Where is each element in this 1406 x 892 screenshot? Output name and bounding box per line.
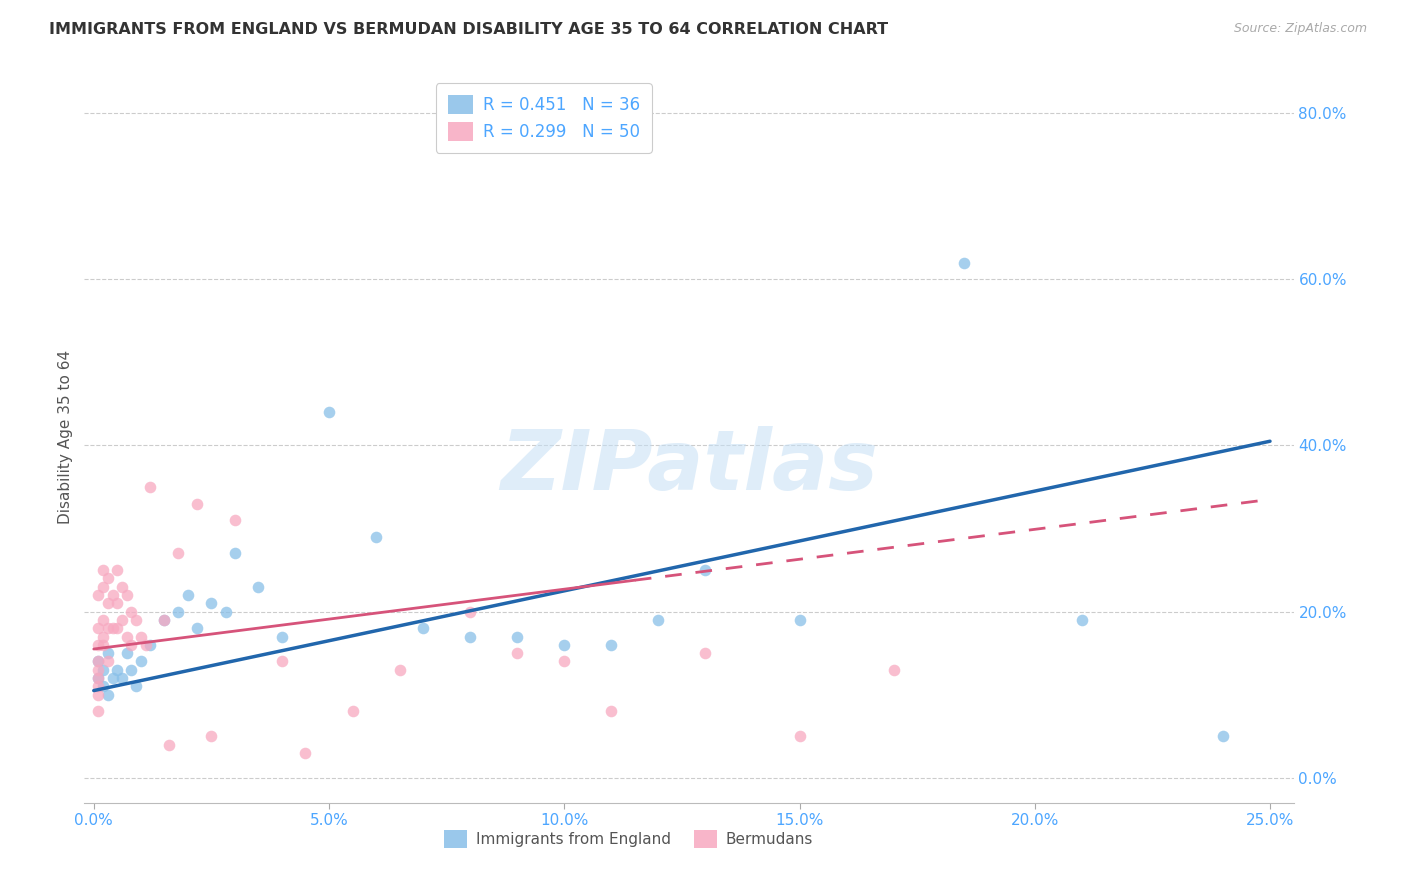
Point [97,571,120,585]
Point [186,497,208,511]
Point [87,663,110,677]
Point [125,613,148,627]
Point [506,646,529,660]
Point [105,663,128,677]
Point [247,580,270,594]
Point [271,655,294,669]
Text: ZIPatlas: ZIPatlas [501,425,877,507]
Point [167,605,190,619]
Point [224,546,246,560]
Point [139,638,162,652]
Point [153,613,176,627]
Point [105,621,128,635]
Point [695,563,717,577]
Point [200,729,222,743]
Point [120,638,142,652]
Point [294,746,316,760]
Point [97,596,120,610]
Point [101,621,124,635]
Point [91,580,114,594]
Point [87,655,110,669]
Point [506,630,529,644]
Point [412,621,434,635]
Point [342,705,364,719]
Point [695,646,717,660]
Point [87,621,110,635]
Point [120,605,142,619]
Point [1212,729,1234,743]
Point [135,638,157,652]
Point [364,530,387,544]
Point [200,596,222,610]
Point [111,671,134,685]
Point [91,638,114,652]
Point [115,588,138,602]
Point [1070,613,1092,627]
Point [87,688,110,702]
Point [125,680,148,694]
Point [177,588,200,602]
Legend: Immigrants from England, Bermudans: Immigrants from England, Bermudans [437,824,820,854]
Point [101,671,124,685]
Point [553,638,575,652]
Point [153,613,176,627]
Point [647,613,669,627]
Point [87,671,110,685]
Point [139,480,162,494]
Point [91,680,114,694]
Point [97,655,120,669]
Point [214,605,236,619]
Point [91,663,114,677]
Point [129,655,152,669]
Text: Source: ZipAtlas.com: Source: ZipAtlas.com [1233,22,1367,36]
Text: IMMIGRANTS FROM ENGLAND VS BERMUDAN DISABILITY AGE 35 TO 64 CORRELATION CHART: IMMIGRANTS FROM ENGLAND VS BERMUDAN DISA… [49,22,889,37]
Point [97,646,120,660]
Point [87,588,110,602]
Point [167,546,190,560]
Point [87,638,110,652]
Point [789,613,811,627]
Point [87,655,110,669]
Point [87,680,110,694]
Point [115,630,138,644]
Point [186,621,208,635]
Point [97,621,120,635]
Point [91,563,114,577]
Y-axis label: Disability Age 35 to 64: Disability Age 35 to 64 [58,350,73,524]
Point [120,663,142,677]
Point [105,596,128,610]
Point [600,638,623,652]
Point [224,513,246,527]
Point [600,705,623,719]
Point [129,630,152,644]
Point [458,630,481,644]
Point [111,580,134,594]
Point [271,630,294,644]
Point [91,630,114,644]
Point [115,646,138,660]
Point [318,405,340,419]
Point [883,663,905,677]
Point [87,705,110,719]
Point [91,613,114,627]
Point [388,663,411,677]
Point [553,655,575,669]
Point [87,671,110,685]
Point [101,588,124,602]
Point [111,613,134,627]
Point [157,738,180,752]
Point [458,605,481,619]
Point [953,255,976,269]
Point [97,688,120,702]
Point [105,563,128,577]
Point [789,729,811,743]
